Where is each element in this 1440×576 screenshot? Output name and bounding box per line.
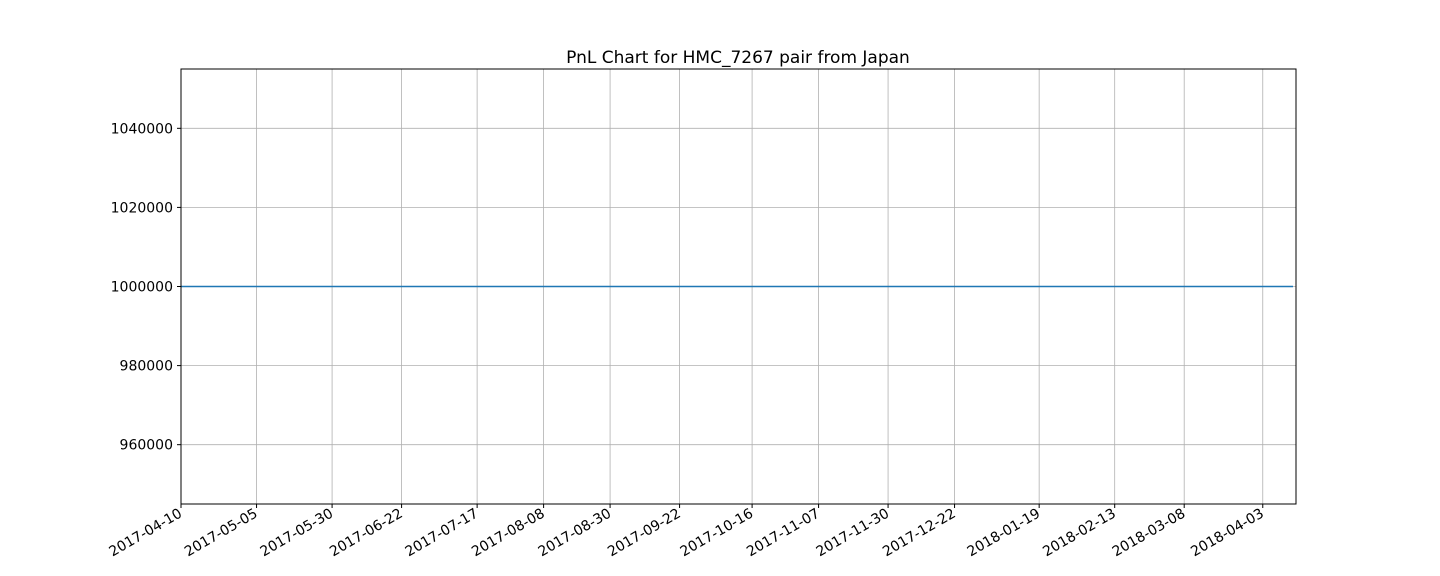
x-axis: 2017-04-102017-05-052017-05-302017-06-22… bbox=[107, 504, 1267, 560]
x-tick-label: 2017-10-16 bbox=[678, 506, 757, 561]
x-tick-label: 2017-08-08 bbox=[469, 506, 547, 561]
x-tick-label: 2017-04-10 bbox=[107, 506, 185, 561]
x-tick-label: 2017-12-22 bbox=[880, 506, 958, 561]
x-tick-label: 2017-07-17 bbox=[403, 506, 481, 561]
y-tick-label: 960000 bbox=[120, 438, 173, 454]
x-tick-label: 2018-02-13 bbox=[1040, 506, 1118, 561]
x-tick-label: 2018-01-19 bbox=[965, 506, 1043, 561]
x-tick-label: 2017-09-22 bbox=[605, 506, 683, 561]
y-tick-label: 1040000 bbox=[111, 121, 173, 137]
x-tick-label: 2017-08-30 bbox=[536, 506, 614, 561]
x-tick-label: 2018-03-08 bbox=[1110, 506, 1188, 561]
x-tick-label: 2017-11-30 bbox=[814, 506, 892, 561]
x-tick-label: 2017-05-05 bbox=[182, 506, 260, 561]
x-tick-label: 2017-05-30 bbox=[258, 506, 336, 561]
y-tick-label: 980000 bbox=[120, 359, 173, 375]
x-tick-label: 2017-11-07 bbox=[744, 506, 822, 561]
chart-title: PnL Chart for HMC_7267 pair from Japan bbox=[566, 48, 910, 68]
y-tick-label: 1020000 bbox=[111, 200, 173, 216]
y-axis: 960000 980000 1000000 1020000 1040000 bbox=[111, 121, 181, 454]
x-tick-label: 2017-06-22 bbox=[327, 506, 405, 561]
x-tick-label: 2018-04-03 bbox=[1188, 506, 1266, 561]
y-tick-label: 1000000 bbox=[111, 280, 173, 296]
